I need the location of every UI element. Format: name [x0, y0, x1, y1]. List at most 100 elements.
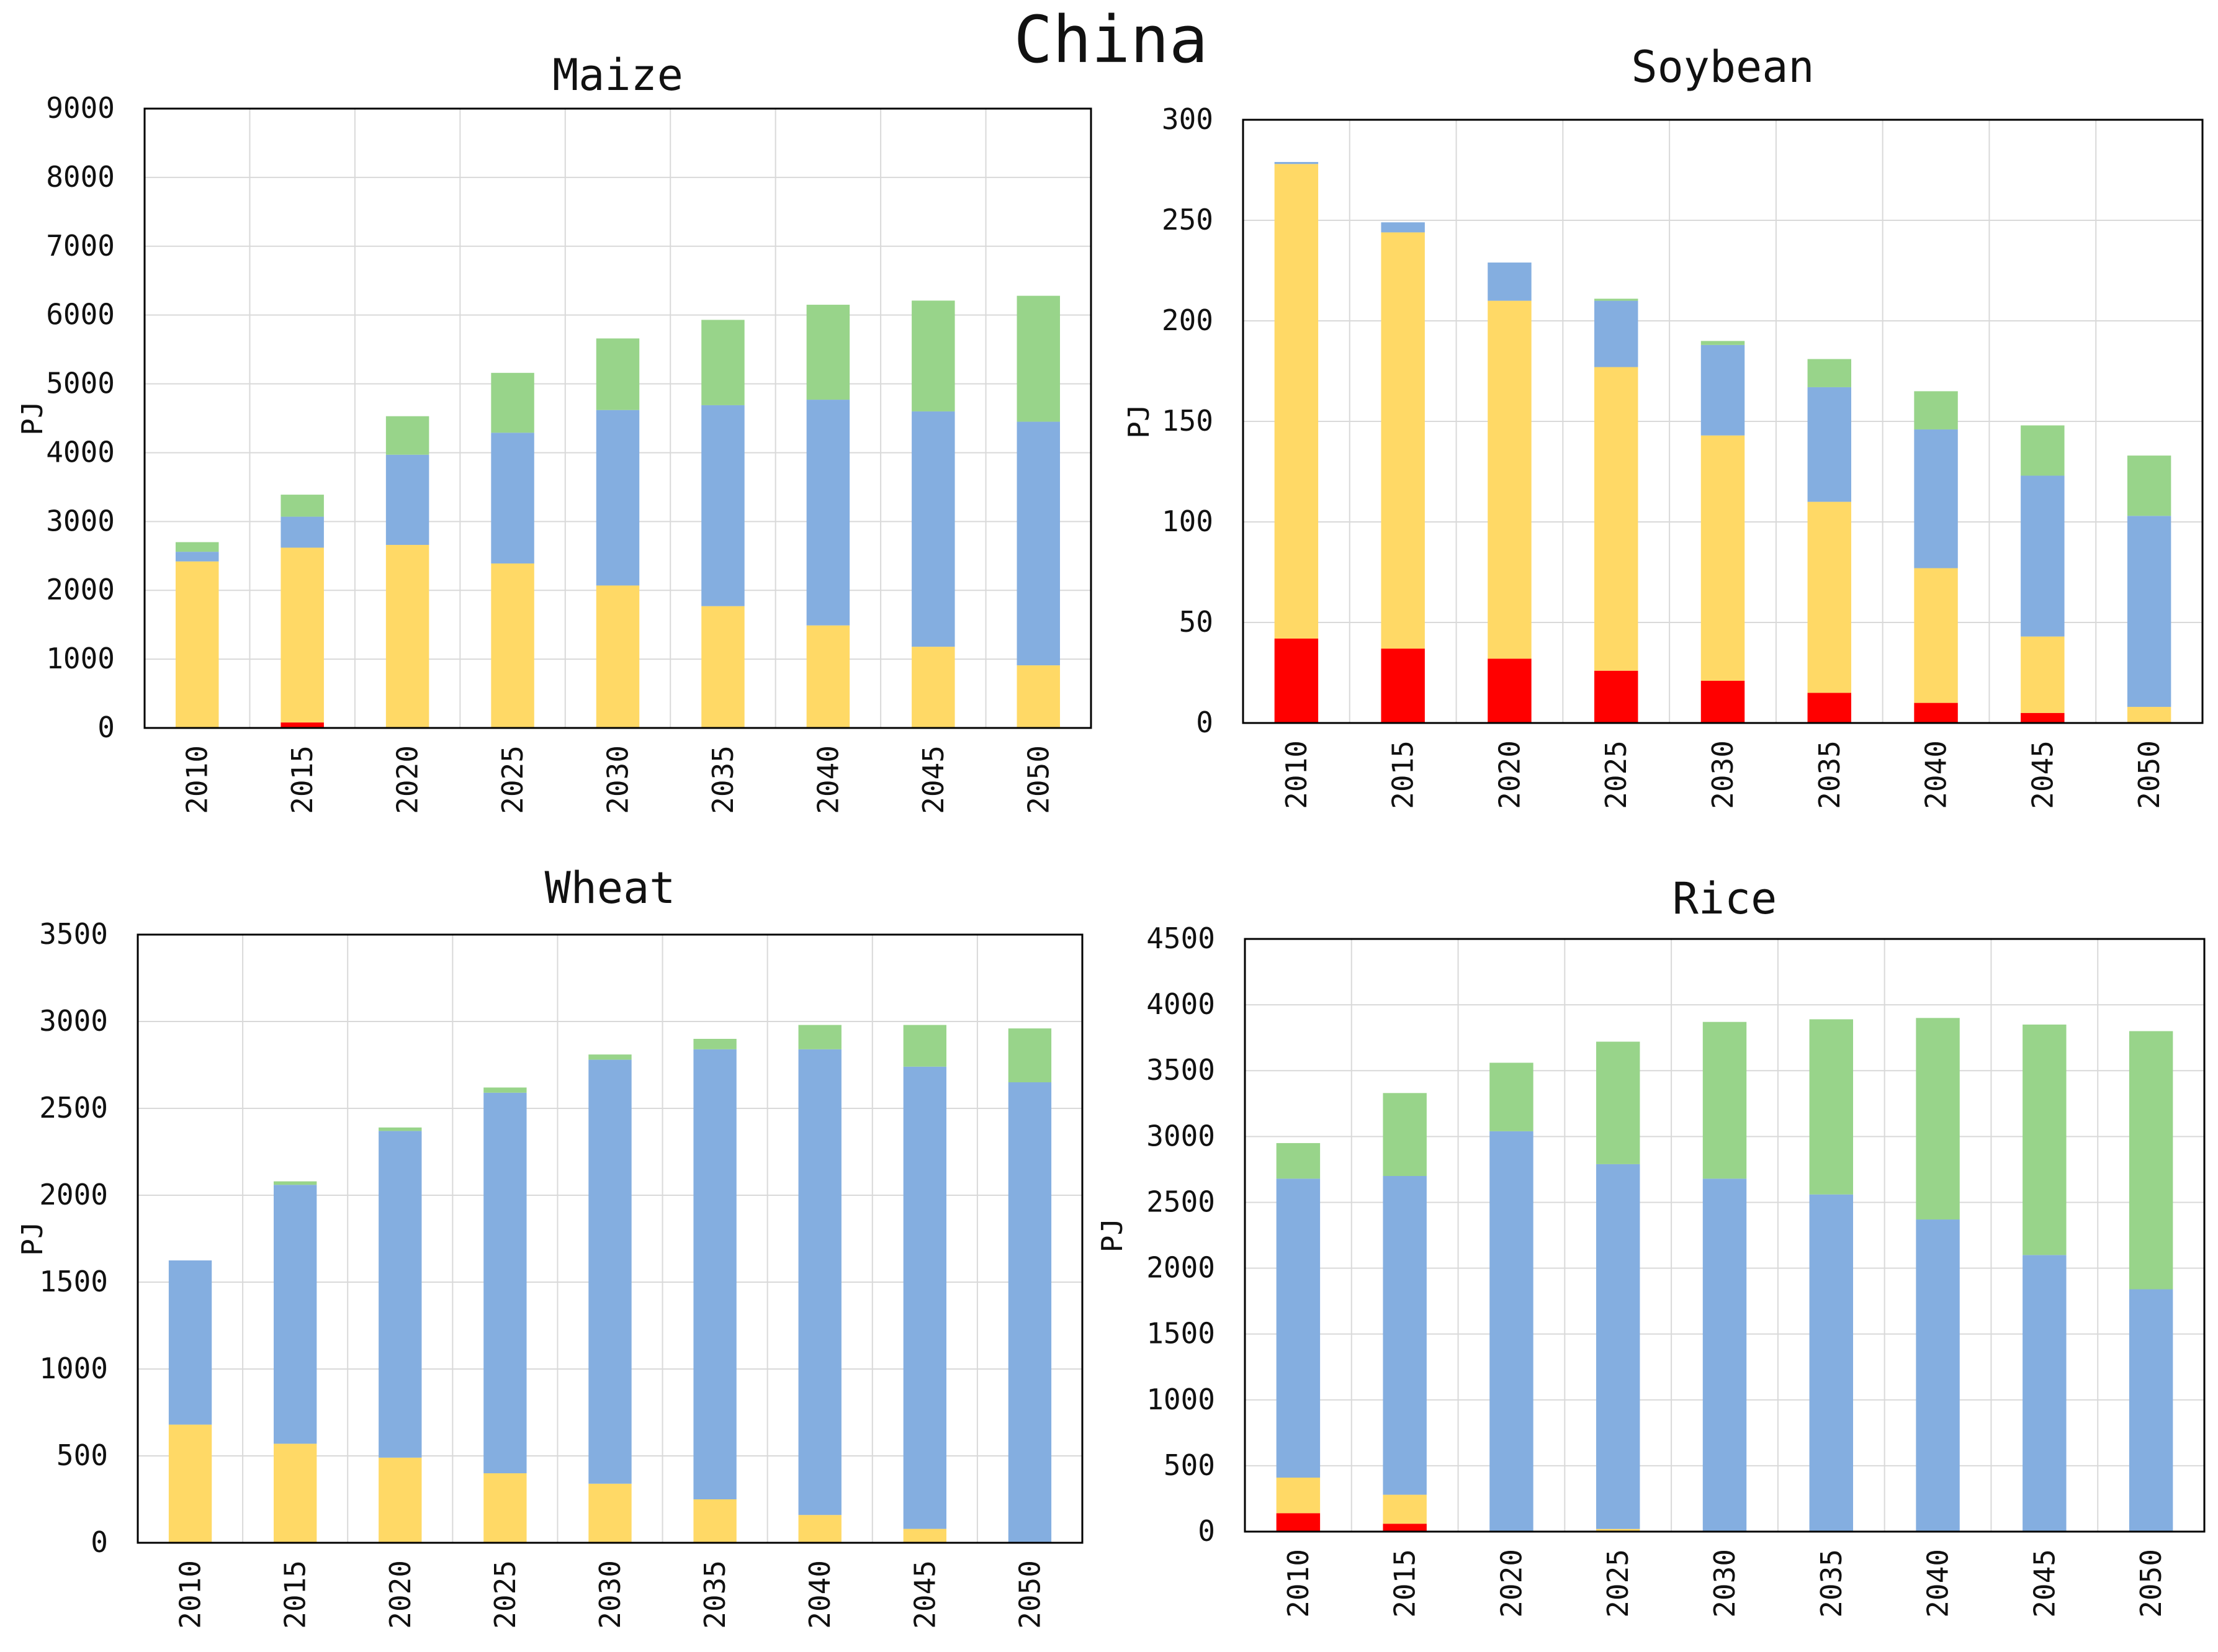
rice-bar-2025-green [1596, 1041, 1640, 1164]
chart-rice: 0 500 1000 1500 2000 2500 3000 3500 4000 4500 2010… [1095, 873, 2206, 1618]
maize-xtick-label: 2015 [285, 745, 319, 814]
soybean-bar-2050-green [2127, 456, 2171, 516]
soybean-bar-2035-red [1807, 693, 1851, 723]
maize-ytick-label: 9000 [46, 91, 115, 125]
rice-xtick-label: 2020 [1494, 1549, 1528, 1618]
rice-bar-2010-red [1276, 1513, 1321, 1532]
wheat-ytick-label: 2500 [39, 1091, 108, 1125]
rice-y-axis-label: PJ [1095, 1218, 1129, 1252]
rice-bar-2045-green [2023, 1024, 2067, 1255]
rice-ytick-label: 1000 [1146, 1383, 1215, 1416]
rice-bar-2010-green [1276, 1142, 1321, 1179]
rice-ytick-label: 1500 [1146, 1317, 1215, 1350]
rice-bar-2010-blue [1276, 1178, 1321, 1478]
maize-plot-frame [143, 107, 1092, 729]
rice-bar-2025-blue [1596, 1164, 1640, 1529]
maize-bar-2030-blue [596, 410, 640, 586]
rice-xtick-label: 2040 [1921, 1549, 1955, 1618]
wheat-bar-2020-green [379, 1127, 422, 1131]
soybean-bar-2025-red [1594, 670, 1638, 723]
wheat-bar-2030-green [588, 1054, 632, 1060]
soybean-xtick-label: 2025 [1599, 740, 1633, 809]
chart-maize: 0 1000 2000 3000 4000 5000 6000 7000 8000 9000 201… [16, 50, 1092, 814]
wheat-ytick-label: 3500 [39, 917, 108, 951]
soybean-bar-2045-green [2021, 425, 2065, 476]
wheat-y-axis-label: PJ [16, 1221, 49, 1255]
wheat-bar-2020-yellow [379, 1457, 422, 1543]
wheat-xtick-label: 2050 [1013, 1560, 1046, 1629]
rice-ytick-label: 3500 [1146, 1053, 1215, 1087]
soybean-bar-2050-yellow [2127, 707, 2171, 723]
rice-bar-2010-yellow [1276, 1477, 1321, 1514]
wheat-xtick-label: 2030 [593, 1560, 627, 1629]
maize-ytick-label: 2000 [46, 573, 115, 606]
wheat-xtick-label: 2040 [803, 1560, 837, 1629]
maize-xtick-label: 2035 [706, 745, 740, 814]
maize-bar-2025-green [491, 372, 534, 433]
maize-bar-2020-yellow [385, 545, 429, 728]
maize-ytick-label: 3000 [46, 504, 115, 537]
soybean-bar-2035-blue [1807, 387, 1851, 502]
wheat-ytick-label: 500 [56, 1439, 108, 1472]
wheat-xtick-label: 2010 [174, 1560, 207, 1629]
maize-bar-2010-green [175, 542, 219, 552]
maize-bar-2050-blue [1017, 421, 1061, 666]
maize-ytick-label: 6000 [46, 298, 115, 331]
rice-chart-title: Rice [1672, 873, 1777, 924]
rice-xtick-label: 2030 [1708, 1549, 1741, 1618]
rice-bar-2030-green [1702, 1021, 1747, 1179]
rice-xtick-label: 2015 [1388, 1549, 1422, 1618]
rice-ytick-label: 4000 [1146, 987, 1215, 1021]
maize-bar-2015-red [281, 722, 324, 728]
wheat-bar-2035-green [693, 1039, 737, 1049]
soybean-xtick-label: 2015 [1386, 740, 1420, 809]
soybean-plot-frame [1242, 119, 2204, 724]
chart-wheat: 0 500 1000 1500 2000 2500 3000 3500 2010 2015 2020… [16, 863, 1084, 1629]
soybean-chart-title: Soybean [1631, 42, 1814, 92]
soybean-bar-2020-blue [1488, 263, 1532, 301]
soybean-ytick-label: 250 [1162, 203, 1213, 236]
wheat-bar-2015-blue [273, 1185, 317, 1444]
maize-xtick-label: 2030 [601, 745, 635, 814]
rice-bar-2040-green [1916, 1018, 1960, 1220]
soybean-bar-2015-yellow [1381, 232, 1425, 649]
soybean-bar-2020-yellow [1488, 300, 1532, 659]
wheat-xtick-label: 2015 [279, 1560, 312, 1629]
soybean-bar-2015-blue [1381, 222, 1425, 233]
maize-bar-2020-green [385, 416, 429, 455]
wheat-bar-2035-blue [693, 1049, 737, 1499]
maize-bar-2015-yellow [281, 547, 324, 723]
soybean-bar-2030-green [1700, 341, 1745, 345]
maize-ytick-label: 0 [97, 711, 115, 744]
rice-bar-2030-blue [1702, 1178, 1747, 1532]
maize-xtick-label: 2025 [496, 745, 529, 814]
wheat-bar-2025-yellow [483, 1473, 527, 1543]
wheat-bar-2015-green [273, 1181, 317, 1185]
maize-xtick-label: 2010 [181, 745, 214, 814]
rice-bar-2015-red [1383, 1524, 1427, 1532]
maize-ytick-label: 4000 [46, 435, 115, 469]
rice-xtick-label: 2050 [2134, 1549, 2168, 1618]
wheat-ytick-label: 0 [91, 1525, 108, 1559]
rice-ytick-label: 2500 [1146, 1185, 1215, 1218]
maize-xtick-label: 2040 [811, 745, 845, 814]
maize-y-axis-label: PJ [16, 401, 49, 435]
soybean-bar-2030-yellow [1700, 435, 1745, 681]
maize-bar-2025-yellow [491, 563, 534, 728]
soybean-bar-2040-yellow [1914, 568, 1958, 703]
wheat-bar-2010-yellow [168, 1424, 212, 1543]
soybean-bar-2045-blue [2021, 475, 2065, 637]
maize-ytick-label: 7000 [46, 229, 115, 263]
maize-bar-2030-yellow [596, 585, 640, 728]
wheat-xtick-label: 2025 [488, 1560, 522, 1629]
maize-bar-2045-blue [912, 411, 955, 647]
wheat-bar-2035-yellow [693, 1499, 737, 1543]
soybean-bar-2045-yellow [2021, 636, 2065, 713]
maize-bar-2040-blue [806, 400, 850, 626]
soybean-ytick-label: 100 [1162, 505, 1213, 538]
soybean-bar-2035-yellow [1807, 501, 1851, 693]
maize-bar-2040-green [806, 305, 850, 400]
maize-bar-2035-yellow [701, 606, 745, 728]
soybean-ytick-label: 300 [1162, 102, 1213, 136]
